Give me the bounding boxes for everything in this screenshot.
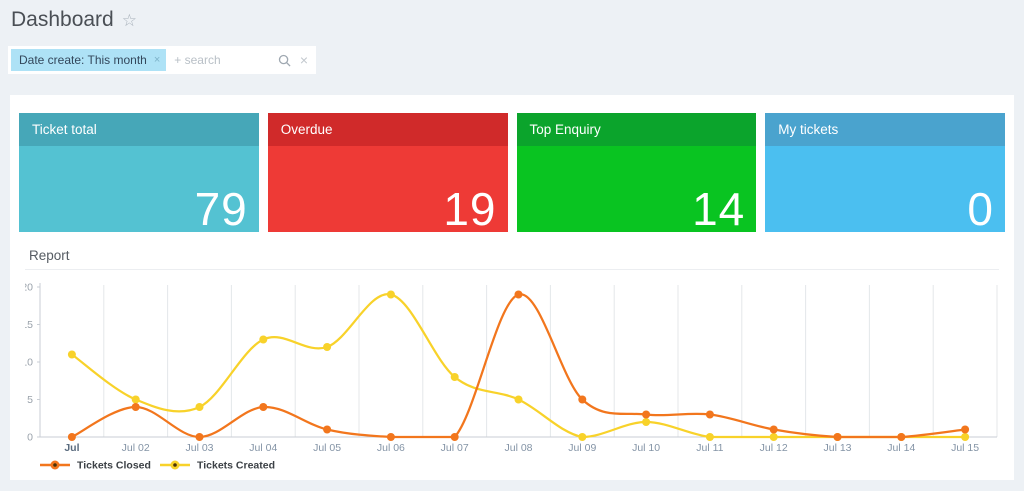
search-box[interactable]: Date create: This month × + search × xyxy=(8,46,316,74)
x-axis-tick-label: Jul 06 xyxy=(377,442,405,454)
x-axis-tick-label: Jul 11 xyxy=(696,442,723,454)
y-axis-tick-label: 5 xyxy=(27,394,33,406)
page-header: Dashboard ☆ xyxy=(0,0,1024,32)
card-title: Overdue xyxy=(267,113,508,146)
data-point[interactable] xyxy=(578,395,587,404)
y-axis-tick-label: 15 xyxy=(25,319,33,331)
data-point[interactable] xyxy=(514,290,523,299)
card-title: My tickets xyxy=(765,113,1005,146)
data-point[interactable] xyxy=(833,433,842,441)
data-point[interactable] xyxy=(961,425,970,434)
data-point[interactable] xyxy=(897,433,906,441)
search-icon[interactable] xyxy=(278,54,291,67)
data-point[interactable] xyxy=(386,290,395,299)
filter-chip[interactable]: Date create: This month × xyxy=(11,49,167,71)
x-axis-tick-label: Jul 07 xyxy=(441,442,469,454)
data-point[interactable] xyxy=(578,433,587,441)
data-point[interactable] xyxy=(259,335,268,344)
report-chart[interactable]: 0 5 10 15 20 Jul Jul 02 Jul 03 Jul 04 Jul 05 Jul 0… xyxy=(21,272,999,475)
x-axis-tick-label: Jul 04 xyxy=(249,442,277,454)
card-value: 14 xyxy=(692,183,746,235)
x-axis-tick-label: Jul 02 xyxy=(122,442,150,454)
data-point[interactable] xyxy=(195,433,204,441)
stat-cards: Ticket total 79 Overdue 19 Top Enquiry 1… xyxy=(10,95,1014,232)
data-point[interactable] xyxy=(323,343,332,351)
data-point[interactable] xyxy=(450,433,459,441)
data-point[interactable] xyxy=(195,403,204,411)
data-point[interactable] xyxy=(769,433,778,441)
chip-remove-icon[interactable]: × xyxy=(153,54,161,66)
card-overdue[interactable]: Overdue 19 xyxy=(267,113,508,235)
data-point[interactable] xyxy=(131,403,140,411)
x-axis-tick-label: Jul 13 xyxy=(823,442,851,454)
legend-item[interactable]: Tickets Closed xyxy=(40,460,151,472)
x-axis-tick-label: Jul 03 xyxy=(185,442,213,454)
data-point[interactable] xyxy=(705,433,714,441)
y-axis-tick-label: 0 xyxy=(27,432,33,444)
legend-item[interactable]: Tickets Created xyxy=(160,460,275,472)
card-top-enquiry[interactable]: Top Enquiry 14 xyxy=(516,113,757,235)
report-chart-container: 0 5 10 15 20 Jul Jul 02 Jul 03 Jul 04 Jul 05 Jul 0… xyxy=(21,269,999,480)
legend-label: Tickets Closed xyxy=(77,460,151,472)
data-point[interactable] xyxy=(642,410,651,419)
x-axis-tick-label: Jul xyxy=(64,442,79,454)
clear-search-icon[interactable]: × xyxy=(299,52,308,68)
data-point[interactable] xyxy=(514,395,523,404)
filter-bar: Date create: This month × + search × xyxy=(0,46,1024,74)
x-axis-tick-label: Jul 09 xyxy=(568,442,596,454)
x-axis-tick-label: Jul 12 xyxy=(760,442,788,454)
data-point[interactable] xyxy=(259,403,268,411)
x-axis-tick-label: Jul 15 xyxy=(951,442,979,454)
legend-label: Tickets Created xyxy=(197,460,275,472)
search-placeholder[interactable]: + search xyxy=(174,53,221,67)
y-axis-tick-label: 20 xyxy=(25,282,33,294)
report-heading: Report xyxy=(29,248,70,263)
x-axis-tick-label: Jul 08 xyxy=(504,442,532,454)
card-title: Ticket total xyxy=(19,113,259,146)
data-point[interactable] xyxy=(67,350,76,359)
data-point[interactable] xyxy=(705,410,714,419)
x-axis-tick-label: Jul 14 xyxy=(887,442,915,454)
card-value: 79 xyxy=(194,183,248,235)
card-value: 19 xyxy=(443,183,497,235)
card-ticket-total[interactable]: Ticket total 79 xyxy=(19,113,259,232)
x-axis-tick-label: Jul 05 xyxy=(313,442,341,454)
content-panel: Ticket total 79 Overdue 19 Top Enquiry 1… xyxy=(10,95,1014,480)
data-point[interactable] xyxy=(769,425,778,434)
y-axis-tick-label: 10 xyxy=(25,357,33,369)
data-point[interactable] xyxy=(323,425,332,434)
page-title: Dashboard xyxy=(11,8,114,31)
filter-chip-label: Date create: This month xyxy=(19,53,147,67)
card-title: Top Enquiry xyxy=(516,113,757,146)
data-point[interactable] xyxy=(386,433,395,441)
card-my-tickets[interactable]: My tickets 0 xyxy=(765,113,1005,232)
data-point[interactable] xyxy=(961,433,970,441)
x-axis-tick-label: Jul 10 xyxy=(632,442,660,454)
favorite-star-icon[interactable]: ☆ xyxy=(121,11,137,30)
data-point[interactable] xyxy=(642,418,651,426)
card-value: 0 xyxy=(967,183,994,235)
data-point[interactable] xyxy=(131,395,140,404)
data-point[interactable] xyxy=(450,373,459,381)
data-point[interactable] xyxy=(67,433,76,441)
